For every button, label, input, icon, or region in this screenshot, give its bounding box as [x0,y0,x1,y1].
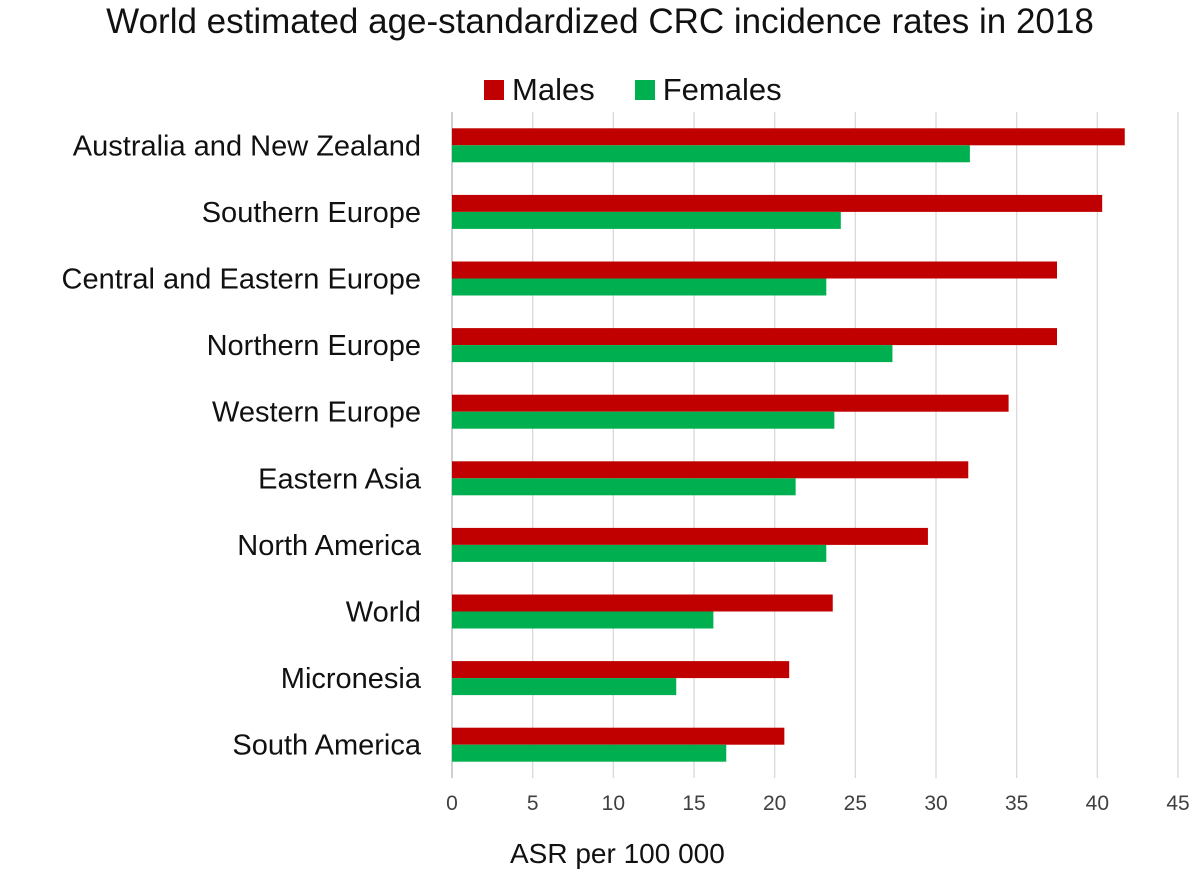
bar-females [452,411,835,429]
category-label: Micronesia [281,663,422,695]
x-tick-label: 5 [527,792,539,815]
bar-males [452,661,790,679]
bar-females [452,211,841,229]
bar-males [452,261,1057,279]
bar-males [452,461,969,479]
x-tick-label: 30 [924,792,947,815]
bar-females [452,145,970,163]
x-tick-label: 10 [602,792,625,815]
legend-item-males: Males [484,72,595,108]
bar-males [452,128,1125,146]
category-label: North America [237,530,422,562]
bar-females [452,278,827,296]
bar-males [452,194,1103,212]
bar-males [452,727,785,745]
category-label: World [346,597,421,629]
bar-females [452,611,714,629]
x-tick-label: 15 [682,792,705,815]
bar-males [452,527,928,545]
x-tick-label: 0 [446,792,458,815]
x-tick-label: 45 [1166,792,1189,815]
x-tick-label: 35 [1005,792,1028,815]
x-axis-label: ASR per 100 000 [510,838,725,869]
category-label: Western Europe [212,397,421,429]
legend-item-females: Females [634,72,782,108]
legend: Males Females [484,72,822,108]
bar-males [452,328,1057,346]
category-label: Southern Europe [202,197,421,229]
category-label: South America [232,730,421,762]
legend-label-females: Females [662,72,782,107]
legend-label-males: Males [512,72,595,107]
bar-males [452,594,833,612]
category-label: Eastern Asia [258,463,422,495]
chart-title: World estimated age-standardized CRC inc… [106,2,1094,41]
category-label: Central and Eastern Europe [62,264,422,296]
bar-females [452,544,827,562]
x-tick-label: 20 [763,792,786,815]
bar-females [452,678,677,696]
legend-swatch-males [484,80,504,100]
bar-females [452,345,893,363]
bar-females [452,478,796,496]
bar-males [452,394,1009,412]
legend-swatch-females [634,80,655,100]
x-tick-label: 25 [844,792,867,815]
bar-females [452,744,727,762]
x-tick-label: 40 [1086,792,1109,815]
category-label: Northern Europe [207,330,421,362]
category-label: Australia and New Zealand [73,130,421,162]
